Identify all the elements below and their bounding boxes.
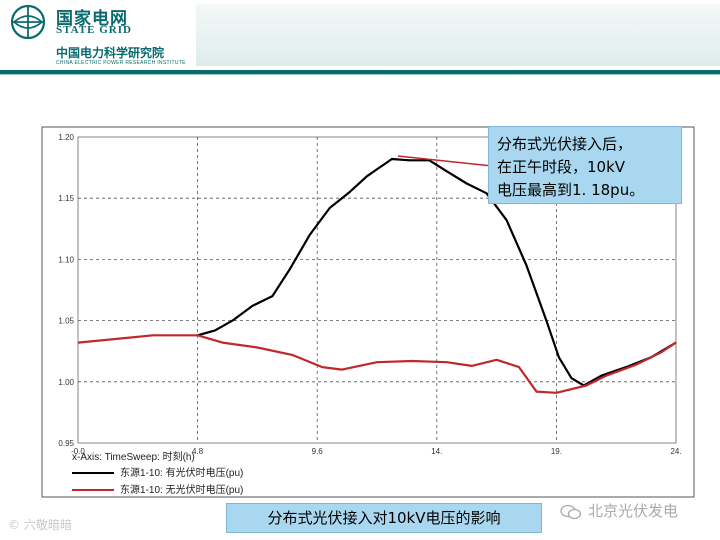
series-line-without-pv bbox=[77, 334, 677, 394]
state-grid-logo-icon bbox=[10, 4, 46, 40]
callout-line-1: 分布式光伏接入后， bbox=[497, 135, 633, 153]
y-tick-label: 0.95 bbox=[58, 439, 74, 448]
annotation-callout: 分布式光伏接入后， 在正午时段，10kV 电压最高到1. 18pu。 bbox=[488, 126, 682, 204]
x-tick-label: 14. bbox=[431, 447, 442, 456]
legend-label-no-pv: 东源1-10: 无光伏时电压(pu) bbox=[120, 485, 244, 496]
x-tick-label: -0.0 bbox=[71, 447, 85, 456]
y-tick-label: 1.10 bbox=[58, 255, 74, 264]
watermark-right: 北京光伏发电 bbox=[560, 500, 678, 521]
brand-name-en: STATE GRID bbox=[56, 24, 132, 36]
watermark-right-text: 北京光伏发电 bbox=[588, 502, 679, 520]
y-tick-label: 1.00 bbox=[58, 378, 74, 387]
callout-line-3: 电压最高到1. 18pu。 bbox=[497, 181, 645, 199]
callout-pointer bbox=[397, 155, 493, 167]
watermark-left: © 六敬暗暗 bbox=[8, 518, 72, 532]
header-divider bbox=[0, 70, 720, 74]
figure-caption: 分布式光伏接入对10kV电压的影响 bbox=[226, 503, 542, 533]
x-axis-label: x-Axis: TimeSweep: 时刻(h) bbox=[72, 452, 195, 463]
legend-swatch-pv bbox=[72, 472, 114, 475]
legend-item-pv: 东源1-10: 有光伏时电压(pu) bbox=[72, 464, 243, 479]
series-line-with-pv bbox=[197, 157, 677, 387]
header-divider-thin bbox=[0, 74, 720, 75]
y-tick-label: 1.15 bbox=[58, 194, 74, 203]
wechat-icon bbox=[560, 504, 582, 519]
legend-item-no-pv: 东源1-10: 无光伏时电压(pu) bbox=[72, 481, 243, 496]
callout-line-2: 在正午时段，10kV bbox=[497, 158, 626, 176]
series-lines bbox=[77, 157, 677, 394]
y-tick-label: 1.05 bbox=[58, 317, 74, 326]
tick-labels: -0.0 4.8 9.6 14. 19. 24. 0.95 1.00 1.05 1.10 1.15 1… bbox=[58, 133, 681, 456]
x-tick-label: 19. bbox=[551, 447, 562, 456]
y-tick-label: 1.20 bbox=[58, 133, 74, 142]
header-band bbox=[196, 4, 720, 66]
legend-label-pv: 东源1-10: 有光伏时电压(pu) bbox=[120, 468, 244, 479]
institute-name-cn: 中国电力科学研究院 bbox=[56, 46, 165, 60]
x-tick-label: 24. bbox=[670, 447, 681, 456]
brand-name-cn: 国家电网 bbox=[56, 9, 128, 29]
x-tick-label: 4.8 bbox=[192, 447, 204, 456]
header: 国家电网 STATE GRID 中国电力科学研究院 CHINA ELECTRIC… bbox=[0, 0, 720, 75]
x-tick-label: 9.6 bbox=[312, 447, 324, 456]
institute-name-en: CHINA ELECTRIC POWER RESEARCH INSTITUTE bbox=[56, 60, 186, 66]
legend-swatch-no-pv bbox=[72, 489, 114, 492]
